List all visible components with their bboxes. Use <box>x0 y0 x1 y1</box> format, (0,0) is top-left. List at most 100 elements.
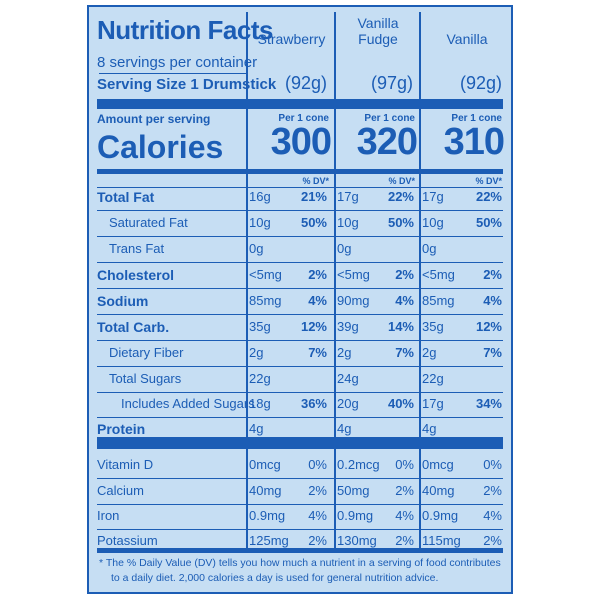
footnote-line-1: * The % Daily Value (DV) tells you how m… <box>99 557 501 569</box>
nutrition-facts-panel: Nutrition Facts 8 servings per container… <box>87 5 513 594</box>
column-divider <box>334 12 336 549</box>
nutrient-amount: <5mg <box>249 267 282 282</box>
nutrient-dv-percent: 21% <box>300 189 327 204</box>
dv-header: % DV* <box>302 176 329 186</box>
footnote-line-2: to a daily diet. 2,000 calories a day is… <box>111 572 439 584</box>
column-header-strawberry: Strawberry <box>257 31 326 47</box>
column-header-text: Vanilla Fudge <box>357 15 399 47</box>
nutrient-amount: 2g <box>337 345 352 360</box>
divider <box>99 73 247 74</box>
calories-value-vanilla: 310 <box>443 121 505 163</box>
nutrient-label: Calcium <box>97 483 144 498</box>
nutrient-dv-percent: 7% <box>395 345 414 360</box>
calories-label: Calories <box>97 129 224 165</box>
amount-per-serving-label: Amount per serving <box>97 112 211 126</box>
nutrient-dv-percent: 36% <box>300 396 327 411</box>
nutrient-label: Protein <box>97 421 146 437</box>
thick-divider <box>97 437 503 449</box>
row-divider <box>97 314 503 315</box>
nutrient-dv-percent: 22% <box>475 189 502 204</box>
nutrient-amount: 125mg <box>249 533 289 548</box>
nutrient-amount: 22g <box>249 371 271 386</box>
thick-divider <box>97 99 503 109</box>
column-header-vanilla-fudge: Vanilla Fudge <box>337 15 419 47</box>
serving-size-vanilla-fudge: (97g) <box>370 73 413 93</box>
nutrient-amount: 0.9mg <box>422 508 459 523</box>
calories-value-vanilla-fudge: 320 <box>356 121 418 163</box>
nutrient-amount: 0mcg <box>249 457 281 472</box>
nutrient-amount: 17g <box>422 396 444 411</box>
nutrient-amount: 0.9mg <box>337 508 374 523</box>
nutrient-dv-percent: 2% <box>483 483 502 498</box>
nutrient-amount: 35g <box>422 319 444 334</box>
nutrient-amount: 39g <box>337 319 359 334</box>
row-divider <box>97 236 503 237</box>
nutrient-dv-percent: 2% <box>308 483 327 498</box>
nutrient-label: Cholesterol <box>97 267 175 283</box>
nutrient-dv-percent: 2% <box>483 533 502 548</box>
nutrient-dv-percent: 12% <box>475 319 502 334</box>
medium-divider <box>97 169 503 174</box>
nutrient-amount: 17g <box>422 189 444 204</box>
nutrient-dv-percent: 0% <box>308 457 327 472</box>
nutrient-amount: 20g <box>337 396 359 411</box>
row-divider <box>97 262 503 263</box>
per-cone-label: Per 1 cone <box>451 113 502 124</box>
nutrient-label: Trans Fat <box>109 241 165 256</box>
nutrient-label: Iron <box>97 508 120 523</box>
column-divider <box>246 12 248 549</box>
nutrient-dv-percent: 4% <box>395 508 414 523</box>
row-divider <box>97 210 503 211</box>
nutrient-amount: 0g <box>337 241 352 256</box>
nutrient-amount: 40mg <box>422 483 455 498</box>
nutrient-dv-percent: 12% <box>300 319 327 334</box>
nutrient-amount: <5mg <box>422 267 455 282</box>
dv-header: % DV* <box>388 176 415 186</box>
row-divider <box>97 529 503 530</box>
per-cone-label: Per 1 cone <box>278 113 329 124</box>
nutrient-dv-percent: 2% <box>395 267 414 282</box>
nutrient-amount: 115mg <box>422 533 461 548</box>
nutrient-dv-percent: 34% <box>475 396 502 411</box>
row-divider <box>97 417 503 418</box>
row-divider <box>97 340 503 341</box>
nutrient-amount: 2g <box>249 345 264 360</box>
medium-divider <box>97 548 503 553</box>
nutrient-amount: 24g <box>337 371 359 386</box>
nutrient-amount: 85mg <box>422 293 455 308</box>
column-divider <box>419 12 421 549</box>
nutrient-label: Vitamin D <box>97 457 154 472</box>
nutrient-amount: 4g <box>337 421 352 436</box>
dv-header: % DV* <box>475 176 502 186</box>
row-divider <box>97 392 503 393</box>
nutrient-amount: 0g <box>422 241 437 256</box>
nutrient-amount: 0.9mg <box>249 508 286 523</box>
nutrient-dv-percent: 2% <box>308 267 327 282</box>
serving-size-strawberry: (92g) <box>284 73 327 93</box>
nutrient-dv-percent: 50% <box>475 215 502 230</box>
nutrient-amount: 4g <box>422 421 437 436</box>
row-divider <box>97 504 503 505</box>
nutrient-amount: 90mg <box>337 293 370 308</box>
row-divider <box>97 366 503 367</box>
nutrient-label: Sodium <box>97 293 149 309</box>
nutrient-dv-percent: 50% <box>300 215 327 230</box>
nutrient-dv-percent: 4% <box>483 508 502 523</box>
nutrient-dv-percent: 4% <box>395 293 414 308</box>
row-divider <box>97 288 503 289</box>
nutrient-dv-percent: 2% <box>395 533 414 548</box>
nutrient-dv-percent: 7% <box>483 345 502 360</box>
nutrient-label: Total Fat <box>97 189 155 205</box>
nutrient-dv-percent: 40% <box>387 396 414 411</box>
nutrient-label: Total Carb. <box>97 319 170 335</box>
nutrient-dv-percent: 2% <box>483 267 502 282</box>
row-divider <box>97 478 503 479</box>
panel-title: Nutrition Facts <box>97 15 273 45</box>
calories-value-strawberry: 300 <box>270 121 332 163</box>
nutrient-amount: <5mg <box>337 267 370 282</box>
nutrient-dv-percent: 2% <box>395 483 414 498</box>
nutrient-amount: 50mg <box>337 483 370 498</box>
per-cone-label: Per 1 cone <box>364 113 415 124</box>
nutrient-dv-percent: 4% <box>308 508 327 523</box>
nutrient-dv-percent: 22% <box>387 189 414 204</box>
